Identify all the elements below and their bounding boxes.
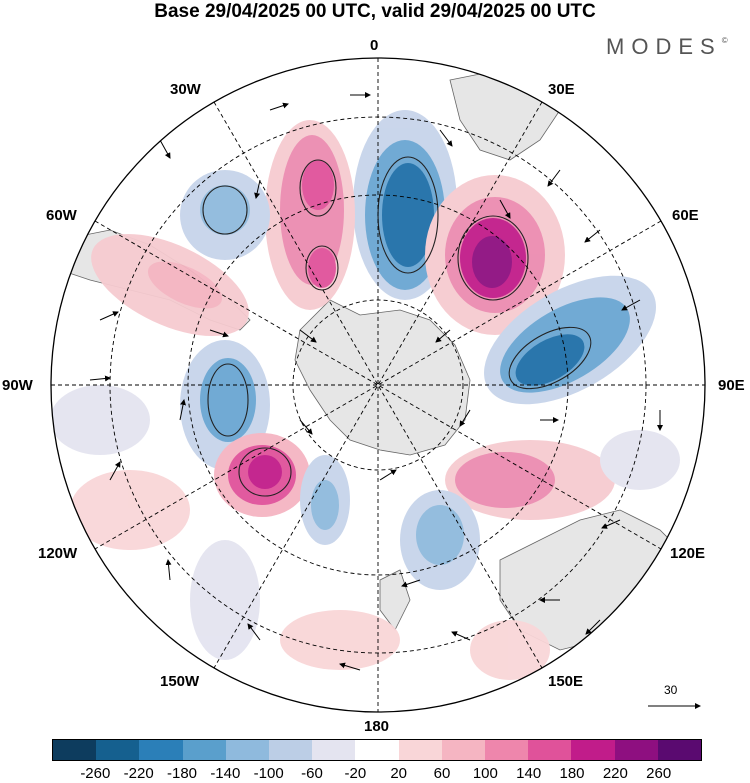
lon-label-60w: 60W <box>46 207 77 224</box>
colorbar-tick-label: -220 <box>123 765 154 782</box>
graticule <box>51 58 705 712</box>
colorbar-swatch-2 <box>139 740 183 760</box>
lon-label-120e: 120E <box>670 545 706 562</box>
negative-anomaly-blob <box>515 334 585 386</box>
colorbar-tick-label: 100 <box>472 765 498 782</box>
lon-label-30e: 30E <box>548 81 575 98</box>
positive-anomaly-blob <box>472 236 512 288</box>
colorbar-swatch-14 <box>657 740 702 760</box>
lon-label-90w: 90W <box>2 377 33 394</box>
positive-anomaly-blob <box>147 261 223 309</box>
colorbar-tick-label: -140 <box>210 765 241 782</box>
colorbar-tick-label: 20 <box>390 765 407 782</box>
colorbar-tick-labels: -260 -220 -180 -140 -100 -60 -20 20 60 100 140 180 2… <box>0 765 750 783</box>
lon-label-60e: 60E <box>672 207 699 224</box>
colorbar-swatch-13 <box>614 740 658 760</box>
colorbar-swatch-10 <box>485 740 529 760</box>
negative-anomaly-blob <box>200 185 250 235</box>
colorbar-tick-label: 260 <box>646 765 672 782</box>
colorbar-swatch-5 <box>269 740 313 760</box>
contour-lines <box>202 156 592 497</box>
reference-vector-value: 30 <box>664 683 678 697</box>
lon-label-150w: 150W <box>160 673 200 690</box>
negative-anomaly-blob <box>200 358 256 442</box>
lon-label-30w: 30W <box>170 81 201 98</box>
colorbar-tick-label: 220 <box>602 765 628 782</box>
negative-anomaly-blob <box>51 385 150 455</box>
colorbar-swatch-11 <box>528 740 572 760</box>
negative-anomaly-blob <box>600 430 680 490</box>
colorbar-tick-label: 180 <box>559 765 585 782</box>
colorbar-swatch-8 <box>398 740 442 760</box>
colorbar-tick-label: -260 <box>80 765 111 782</box>
colorbar-swatch-12 <box>571 740 615 760</box>
colorbar-tick-label: -100 <box>253 765 284 782</box>
lon-label-150e: 150E <box>548 673 584 690</box>
colorbar-swatch-4 <box>225 740 270 760</box>
wind-vectors <box>89 92 663 671</box>
map-title: Base 29/04/2025 00 UTC, valid 29/04/2025… <box>154 1 596 22</box>
lon-label-0: 0 <box>370 37 379 54</box>
modes-logo: MODES© <box>606 34 728 59</box>
lon-label-180: 180 <box>364 718 390 735</box>
colorbar-tick-label: 60 <box>433 765 451 782</box>
colorbar-swatch-0 <box>53 740 97 760</box>
positive-anomaly-blob <box>302 160 334 210</box>
negative-anomaly-blob <box>416 505 464 565</box>
positive-anomaly-blob <box>248 455 282 489</box>
lon-label-120w: 120W <box>38 545 78 562</box>
colorbar-swatch-6 <box>312 740 356 760</box>
colorbar-swatch-3 <box>182 740 226 760</box>
colorbar-swatch-1 <box>96 740 140 760</box>
map-boundary <box>50 57 706 713</box>
colorbar-tick-label: -180 <box>166 765 198 782</box>
positive-anomaly-blob <box>470 620 550 680</box>
positive-anomaly-blob <box>280 610 400 670</box>
negative-anomaly-blob <box>190 540 260 660</box>
colorbar-tick-label: 140 <box>516 765 542 782</box>
lon-label-90e: 90E <box>718 377 745 394</box>
colorbar-swatch-7 <box>355 740 399 760</box>
positive-anomaly-blob <box>455 452 555 508</box>
colorbar-swatch-9 <box>441 740 486 760</box>
negative-anomaly-blob <box>382 163 434 267</box>
colorbar-tick-label: -20 <box>344 765 367 782</box>
colorbar <box>52 739 702 761</box>
colorbar-tick-label: -60 <box>301 765 323 782</box>
negative-anomaly-blob <box>311 480 339 530</box>
positive-anomaly-blob <box>308 248 336 288</box>
positive-anomaly-blob <box>70 470 190 550</box>
